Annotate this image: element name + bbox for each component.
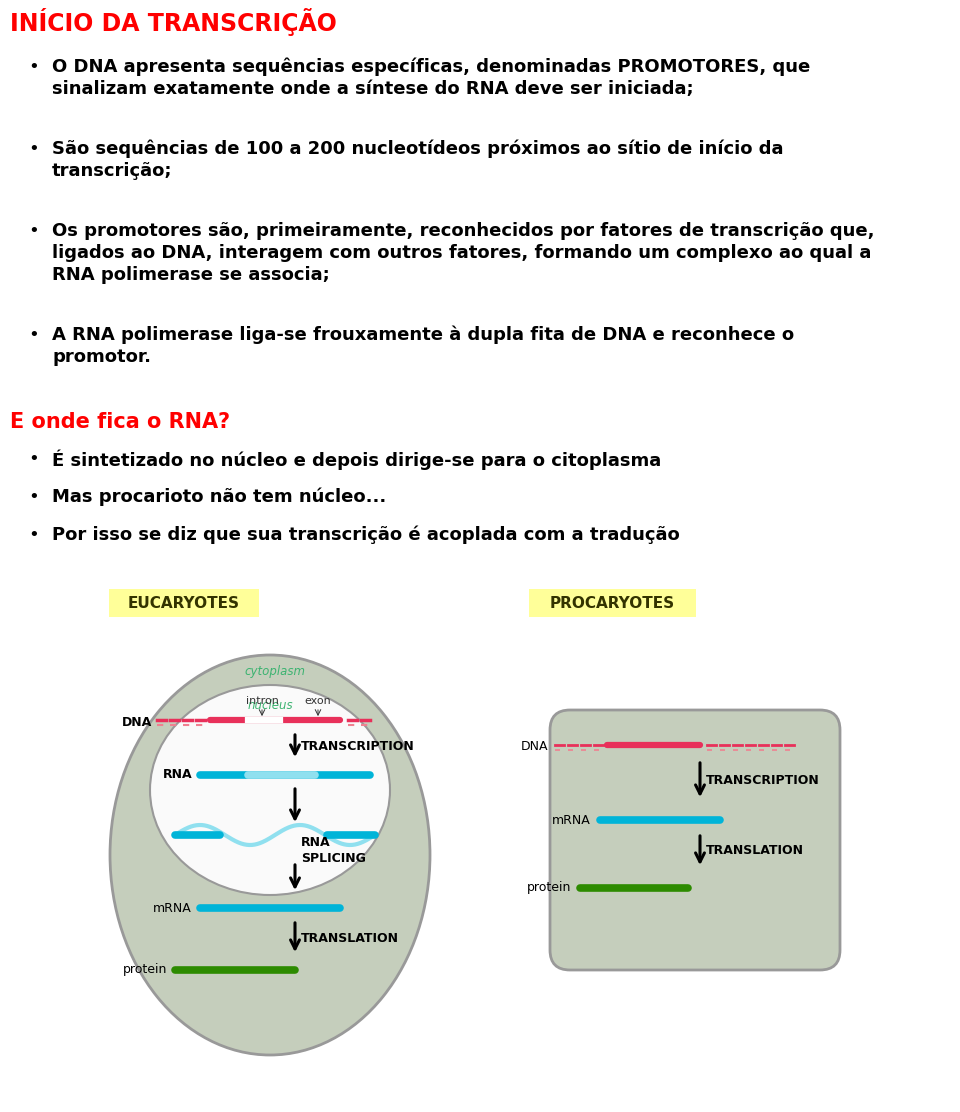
Text: protein: protein	[123, 963, 167, 976]
Text: transcrição;: transcrição;	[52, 162, 173, 180]
Text: TRANSLATION: TRANSLATION	[301, 932, 399, 944]
Text: mRNA: mRNA	[552, 814, 591, 826]
Text: mRNA: mRNA	[154, 902, 192, 914]
Text: TRANSCRIPTION: TRANSCRIPTION	[301, 739, 415, 753]
Text: •: •	[28, 222, 38, 240]
FancyBboxPatch shape	[109, 589, 259, 617]
Text: •: •	[28, 488, 38, 506]
Text: RNA
SPLICING: RNA SPLICING	[301, 835, 366, 864]
Text: cytoplasm: cytoplasm	[245, 665, 305, 678]
Text: •: •	[28, 58, 38, 76]
Text: São sequências de 100 a 200 nucleotídeos próximos ao sítio de início da: São sequências de 100 a 200 nucleotídeos…	[52, 140, 783, 159]
Text: DNA: DNA	[520, 741, 548, 754]
FancyBboxPatch shape	[529, 589, 696, 617]
Text: •: •	[28, 526, 38, 544]
Text: protein: protein	[527, 882, 571, 894]
Text: nucleus: nucleus	[247, 699, 293, 712]
Text: A RNA polimerase liga-se frouxamente à dupla fita de DNA e reconhece o: A RNA polimerase liga-se frouxamente à d…	[52, 326, 794, 345]
Text: E onde fica o RNA?: E onde fica o RNA?	[10, 413, 230, 431]
Text: TRANSLATION: TRANSLATION	[706, 844, 804, 857]
Text: RNA polimerase se associa;: RNA polimerase se associa;	[52, 266, 329, 284]
FancyBboxPatch shape	[550, 709, 840, 970]
Text: EUCARYOTES: EUCARYOTES	[128, 596, 240, 610]
Text: Os promotores são, primeiramente, reconhecidos por fatores de transcrição que,: Os promotores são, primeiramente, reconh…	[52, 222, 875, 240]
Text: DNA: DNA	[122, 715, 152, 728]
Text: •: •	[28, 326, 38, 344]
Text: Por isso se diz que sua transcrição é acoplada com a tradução: Por isso se diz que sua transcrição é ac…	[52, 526, 680, 545]
Text: PROCARYOTES: PROCARYOTES	[549, 596, 675, 610]
Text: •: •	[28, 450, 38, 468]
Text: O DNA apresenta sequências específicas, denominadas PROMOTORES, que: O DNA apresenta sequências específicas, …	[52, 58, 810, 77]
Ellipse shape	[110, 655, 430, 1055]
Ellipse shape	[150, 685, 390, 895]
Text: INÍCIO DA TRANSCRIÇÃO: INÍCIO DA TRANSCRIÇÃO	[10, 8, 337, 36]
Text: promotor.: promotor.	[52, 348, 151, 366]
Text: sinalizam exatamente onde a síntese do RNA deve ser iniciada;: sinalizam exatamente onde a síntese do R…	[52, 80, 694, 98]
Text: TRANSCRIPTION: TRANSCRIPTION	[706, 774, 820, 786]
Text: Mas procarioto não tem núcleo...: Mas procarioto não tem núcleo...	[52, 488, 386, 506]
Text: intron: intron	[246, 696, 278, 706]
Text: •: •	[28, 140, 38, 158]
Text: exon: exon	[304, 696, 331, 706]
Text: ligados ao DNA, interagem com outros fatores, formando um complexo ao qual a: ligados ao DNA, interagem com outros fat…	[52, 244, 872, 262]
Text: É sintetizado no núcleo e depois dirige-se para o citoplasma: É sintetizado no núcleo e depois dirige-…	[52, 450, 661, 470]
Text: RNA: RNA	[163, 768, 193, 782]
